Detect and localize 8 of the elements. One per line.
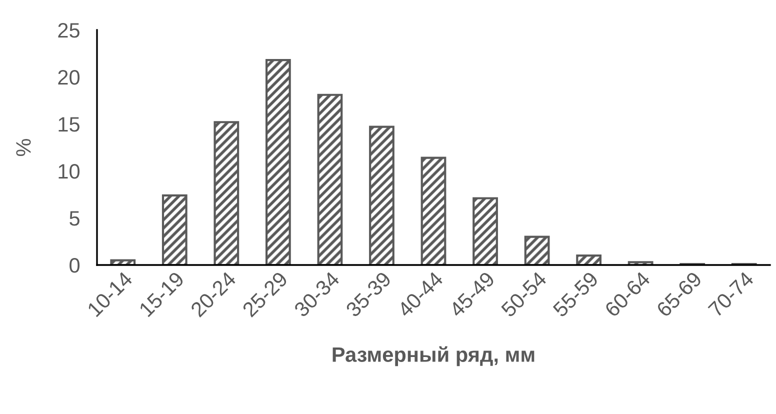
y-axis-title: % — [16, 138, 31, 156]
y-tick-label: 20 — [58, 70, 80, 85]
y-tick-label: 5 — [70, 211, 80, 226]
y-tick-label: 15 — [58, 117, 80, 132]
y-tick-label: 10 — [58, 164, 80, 179]
x-axis-title: Размерный ряд, мм — [332, 346, 534, 366]
y-tick-label: 0 — [70, 258, 80, 273]
y-tick-label: 25 — [58, 23, 80, 38]
